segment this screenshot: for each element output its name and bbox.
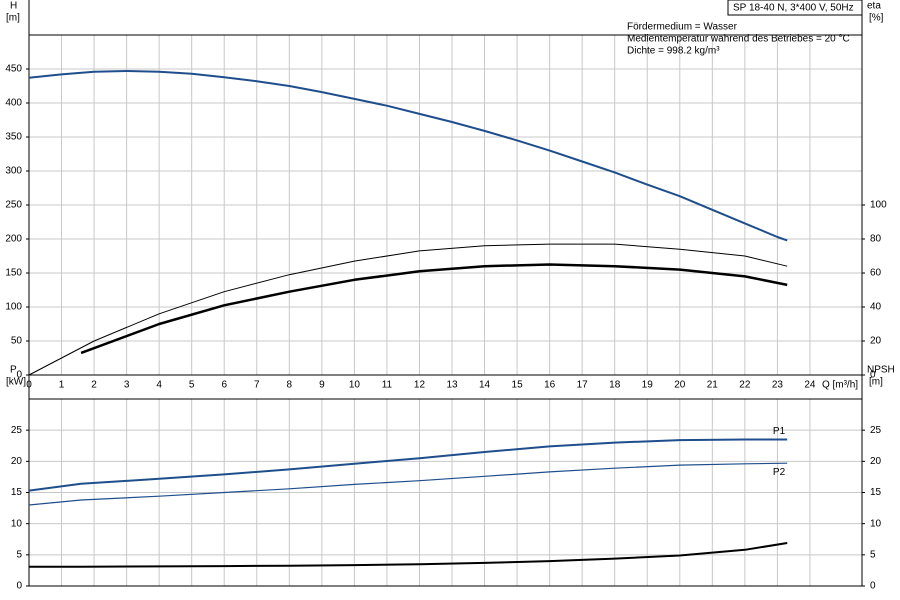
x-tick-label: 7 — [254, 380, 260, 391]
curve-label: P1 — [773, 426, 786, 437]
y2-tick-label: 15 — [870, 487, 882, 498]
y-tick-label: 300 — [5, 166, 22, 177]
x-tick-label: 23 — [772, 380, 784, 391]
x-tick-label: 6 — [221, 380, 227, 391]
x-tick-label: 12 — [414, 380, 426, 391]
x-tick-label: 5 — [189, 380, 195, 391]
curve — [28, 243, 788, 376]
x-tick-label: 15 — [512, 380, 524, 391]
x-axis-label: Q [m³/h] — [822, 380, 858, 391]
y-tick-label: 0 — [16, 581, 22, 592]
y-tick-label: 200 — [5, 234, 22, 245]
y-tick-label: 25 — [11, 425, 23, 436]
x-tick-label: 4 — [156, 380, 162, 391]
curve — [28, 70, 788, 242]
x-tick-label: 8 — [287, 380, 293, 391]
y-tick-label: 50 — [11, 336, 23, 347]
y2-tick-label: 80 — [870, 234, 882, 245]
title-box — [727, 0, 863, 16]
y2-axis-unit: [%] — [869, 13, 884, 24]
y-axis-label: H — [10, 1, 17, 12]
pump-title: SP 18-40 N, 3*400 V, 50Hz — [733, 3, 854, 14]
y2-axis-unit: [m] — [869, 377, 883, 388]
y2-axis-label: eta — [867, 1, 881, 12]
x-tick-label: 24 — [804, 380, 816, 391]
x-tick-label: 11 — [382, 380, 393, 391]
y-tick-label: 450 — [5, 64, 22, 75]
x-tick-label: 9 — [319, 380, 325, 391]
x-tick-label: 19 — [642, 380, 654, 391]
y2-axis-label: NPSH — [867, 365, 895, 376]
y-tick-label: 350 — [5, 132, 22, 143]
x-tick-label: 20 — [674, 380, 686, 391]
annotation: Dichte = 998.2 kg/m³ — [627, 46, 720, 57]
x-tick-label: 22 — [739, 380, 751, 391]
x-tick-label: 21 — [707, 380, 719, 391]
y-tick-label: 20 — [11, 456, 23, 467]
y-tick-label: 10 — [11, 518, 23, 529]
y2-tick-label: 10 — [870, 518, 882, 529]
y2-tick-label: 0 — [870, 581, 876, 592]
y2-tick-label: 60 — [870, 268, 882, 279]
curve — [28, 438, 788, 492]
x-tick-label: 3 — [124, 380, 130, 391]
x-tick-label: 2 — [91, 380, 97, 391]
y2-tick-label: 5 — [870, 549, 876, 560]
curve — [29, 542, 788, 568]
annotation: Medientemperatur während des Betriebes =… — [627, 34, 850, 45]
y2-tick-label: 0 — [870, 370, 876, 381]
y-tick-label: 150 — [5, 268, 22, 279]
y2-tick-label: 20 — [870, 336, 882, 347]
annotation: Fördermedium = Wasser — [627, 22, 738, 33]
y2-tick-label: 20 — [870, 456, 882, 467]
y2-tick-label: 25 — [870, 425, 882, 436]
x-tick-label: 17 — [577, 380, 589, 391]
y-axis-unit: [m] — [6, 13, 20, 24]
curve — [80, 263, 788, 355]
y-tick-label: 250 — [5, 200, 22, 211]
y-tick-label: 5 — [16, 549, 22, 560]
curve-label: P2 — [773, 467, 786, 478]
y2-tick-label: 100 — [870, 200, 887, 211]
x-tick-label: 18 — [609, 380, 621, 391]
x-tick-label: 13 — [446, 380, 458, 391]
y-tick-label: 0 — [16, 370, 22, 381]
y-tick-label: 15 — [11, 487, 23, 498]
x-tick-label: 14 — [479, 380, 491, 391]
x-tick-label: 10 — [349, 380, 361, 391]
y-axis-label: P — [10, 365, 17, 376]
y2-tick-label: 40 — [870, 302, 882, 313]
x-tick-label: 16 — [544, 380, 556, 391]
curve — [28, 462, 788, 506]
y-tick-label: 100 — [5, 302, 22, 313]
x-tick-label: 1 — [59, 380, 65, 391]
y-tick-label: 400 — [5, 98, 22, 109]
y-axis-unit: [kW] — [6, 377, 26, 388]
